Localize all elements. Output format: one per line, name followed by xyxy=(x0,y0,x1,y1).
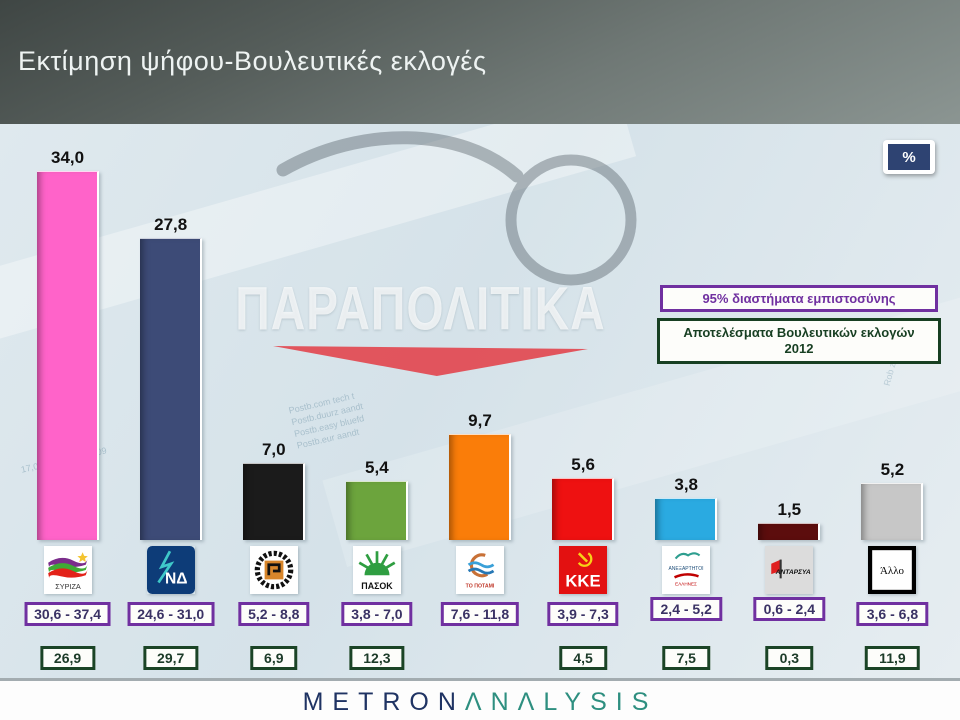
bar-value-label: 3,8 xyxy=(674,475,699,494)
chart-area: Postb.com tech t Postb.duurz aandt Postb… xyxy=(0,124,960,678)
bar-value-label: 5,6 xyxy=(571,455,595,474)
bar xyxy=(758,523,821,540)
party-column: 27,8 ΝΔ 24,6 - 31,0 29,7 xyxy=(119,124,222,678)
bar-value-label: 9,7 xyxy=(468,411,492,430)
confidence-interval-box: 0,6 - 2,4 xyxy=(753,597,825,621)
party-logo: ΣΥΡΙΖΑ xyxy=(43,546,92,594)
pasok-logo-icon: ΠΑΣΟΚ xyxy=(352,546,401,594)
bar-value-label: 27,8 xyxy=(154,215,188,234)
anel-logo-icon: ΑΝΕΞΑΡΤΗΤΟΙ ΕΛΛΗΝΕΣ xyxy=(662,546,711,594)
bar-value-label: 1,5 xyxy=(777,500,802,519)
confidence-interval-box: 30,6 - 37,4 xyxy=(24,602,112,626)
other-logo-icon: Άλλο xyxy=(868,546,917,594)
bar xyxy=(448,434,511,540)
party-column: 1,5 ΑΝΤΑΡΣΥΑ 0,6 - 2,4 0,3 xyxy=(738,124,841,678)
bar xyxy=(139,238,202,540)
party-logo: ΝΔ xyxy=(146,546,195,594)
syriza-logo-icon: ΣΥΡΙΖΑ xyxy=(43,546,92,594)
watermark-text: ΠΑΡΑΠΟΛΙΤΙΚΑ xyxy=(235,275,606,344)
confidence-interval-box: 24,6 - 31,0 xyxy=(127,602,215,626)
result-2012-box: 0,3 xyxy=(765,646,814,670)
result-2012-box: 6,9 xyxy=(250,646,298,670)
bar-value-label: 7,0 xyxy=(261,440,286,459)
legend-confidence-box: 95% διαστήματα εμπιστοσύνης xyxy=(660,285,938,312)
brand-metron: METRON xyxy=(302,687,465,716)
legend-results-line2: 2012 xyxy=(784,341,814,356)
party-logo: ΑΝΤΑΡΣΥΑ xyxy=(765,546,814,594)
potami-logo-icon: ΤΟ ΠΟΤΑΜΙ xyxy=(455,546,504,594)
svg-text:ΕΛΛΗΝΕΣ: ΕΛΛΗΝΕΣ xyxy=(675,582,697,587)
antarsya-logo-icon: ΑΝΤΑΡΣΥΑ xyxy=(765,546,814,594)
page-title: Εκτίμηση ψήφου-Βουλευτικές εκλογές xyxy=(18,46,487,76)
result-2012-box: 11,9 xyxy=(865,646,920,670)
confidence-interval-box: 2,4 - 5,2 xyxy=(650,597,722,621)
bar-value-label: 34,0 xyxy=(51,148,85,167)
nd-logo-icon: ΝΔ xyxy=(146,546,195,594)
confidence-interval-box: 7,6 - 11,8 xyxy=(440,602,520,626)
party-column: 9,7 ΤΟ ΠΟΤΑΜΙ 7,6 - 11,8 xyxy=(428,124,531,678)
bar-value-label: 5,2 xyxy=(880,460,905,479)
svg-text:ΑΝΤΑΡΣΥΑ: ΑΝΤΑΡΣΥΑ xyxy=(775,569,811,576)
bar xyxy=(36,171,99,540)
party-column: 3,8 ΑΝΕΞΑΡΤΗΤΟΙ ΕΛΛΗΝΕΣ 2,4 - 5,2 7,5 xyxy=(635,124,738,678)
bar xyxy=(552,478,615,540)
party-logo xyxy=(249,546,298,594)
brand-analysis: ΛNΛLYSIS xyxy=(464,687,658,716)
result-2012-box: 29,7 xyxy=(143,646,199,670)
golden-dawn-logo-icon xyxy=(249,546,298,594)
result-2012-box: 7,5 xyxy=(662,646,710,670)
svg-text:ΣΥΡΙΖΑ: ΣΥΡΙΖΑ xyxy=(55,582,81,591)
party-column: 7,0 5,2 - 8,8 6,9 xyxy=(222,124,325,678)
bar xyxy=(345,481,408,540)
percent-badge: % xyxy=(883,140,935,174)
party-logo: ΠΑΣΟΚ xyxy=(352,546,401,594)
confidence-interval-box: 3,6 - 6,8 xyxy=(856,602,929,626)
party-logo: ΤΟ ΠΟΤΑΜΙ xyxy=(455,546,504,594)
result-2012-box: 12,3 xyxy=(349,646,405,670)
party-column: 5,2 Άλλο 3,6 - 6,8 11,9 xyxy=(841,124,944,678)
footer: METRONΛNΛLYSIS xyxy=(0,678,960,720)
bar-value-label: 5,4 xyxy=(365,458,389,477)
metron-analysis-logo: METRONΛNΛLYSIS xyxy=(303,688,658,717)
party-column: 5,4 ΠΑΣΟΚ 3,8 - 7,0 12,3 xyxy=(325,124,428,678)
result-2012-box: 26,9 xyxy=(39,646,96,670)
result-2012-box: 4,5 xyxy=(559,646,607,670)
bar xyxy=(242,463,305,540)
legend-results-line1: Αποτελέσματα Βουλευτικών εκλογών xyxy=(683,325,915,340)
confidence-interval-box: 5,2 - 8,8 xyxy=(238,602,310,626)
svg-text:ΚΚΕ: ΚΚΕ xyxy=(565,572,600,591)
svg-text:ΝΔ: ΝΔ xyxy=(165,571,188,588)
svg-text:ΑΝΕΞΑΡΤΗΤΟΙ: ΑΝΕΞΑΡΤΗΤΟΙ xyxy=(669,566,704,572)
confidence-interval-box: 3,8 - 7,0 xyxy=(341,602,413,626)
confidence-interval-box: 3,9 - 7,3 xyxy=(547,602,619,626)
header: Εκτίμηση ψήφου-Βουλευτικές εκλογές xyxy=(0,0,960,126)
svg-text:ΤΟ ΠΟΤΑΜΙ: ΤΟ ΠΟΤΑΜΙ xyxy=(466,584,495,590)
party-logo: Άλλο xyxy=(868,546,917,594)
bar xyxy=(655,498,718,540)
party-logo: ΚΚΕ xyxy=(559,546,608,594)
bar xyxy=(861,483,924,540)
legend-results-box: Αποτελέσματα Βουλευτικών εκλογών 2012 xyxy=(657,318,941,364)
svg-text:ΠΑΣΟΚ: ΠΑΣΟΚ xyxy=(361,581,393,591)
chart-columns: 34,0 ΣΥΡΙΖΑ 30,6 - 37,4 26,9 27,8 ΝΔ 24,… xyxy=(16,124,944,678)
svg-text:Άλλο: Άλλο xyxy=(880,565,905,577)
party-logo: ΑΝΕΞΑΡΤΗΤΟΙ ΕΛΛΗΝΕΣ xyxy=(662,546,711,594)
party-column: 5,6 ΚΚΕ 3,9 - 7,3 4,5 xyxy=(532,124,635,678)
party-column: 34,0 ΣΥΡΙΖΑ 30,6 - 37,4 26,9 xyxy=(16,124,119,678)
kke-logo-icon: ΚΚΕ xyxy=(559,546,608,594)
percent-badge-label: % xyxy=(888,144,930,170)
